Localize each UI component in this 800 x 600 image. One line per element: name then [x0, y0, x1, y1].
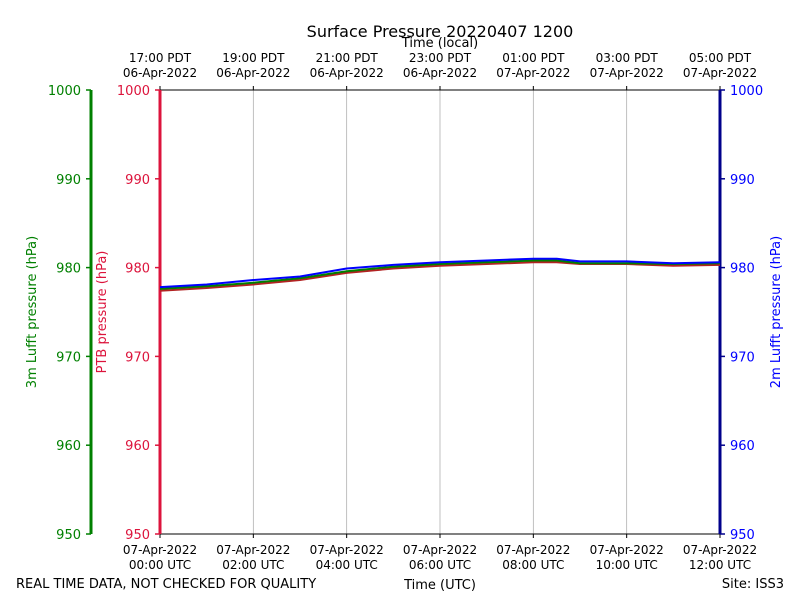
y-axis-left-outer-label: 3m Lufft pressure (hPa) — [25, 236, 40, 388]
x-tick-label-bottom-time: 02:00 UTC — [222, 558, 284, 572]
x-tick-label-bottom-date: 07-Apr-2022 — [310, 543, 384, 557]
x-tick-label-bottom-time: 04:00 UTC — [316, 558, 378, 572]
x-tick-label-bottom-date: 07-Apr-2022 — [496, 543, 570, 557]
x-tick-label-top-time: 23:00 PDT — [409, 51, 472, 65]
chart-title: Surface Pressure 20220407 1200 — [307, 22, 574, 41]
y-tick-label-right: 990 — [730, 173, 755, 188]
series-line-2 — [159, 259, 721, 290]
y-tick-label-left-inner: 950 — [125, 528, 150, 543]
x-tick-label-top-date: 06-Apr-2022 — [310, 66, 384, 80]
x-tick-label-top-date: 07-Apr-2022 — [590, 66, 664, 80]
x-tick-label-bottom-date: 07-Apr-2022 — [590, 543, 664, 557]
x-tick-label-top-time: 01:00 PDT — [502, 51, 565, 65]
x-tick-label-top-time: 05:00 PDT — [689, 51, 752, 65]
y-tick-label-left-outer: 990 — [56, 173, 81, 188]
x-tick-label-top-date: 07-Apr-2022 — [496, 66, 570, 80]
y-tick-label-left-outer: 970 — [56, 350, 81, 365]
x-tick-label-top-time: 21:00 PDT — [316, 51, 379, 65]
x-tick-label-top-date: 06-Apr-2022 — [216, 66, 290, 80]
x-tick-label-bottom-date: 07-Apr-2022 — [683, 543, 757, 557]
y-tick-label-left-outer: 960 — [56, 439, 81, 454]
x-tick-label-bottom-date: 07-Apr-2022 — [403, 543, 477, 557]
series-line-3 — [159, 257, 721, 289]
y-tick-label-right: 950 — [730, 528, 755, 543]
y-tick-label-right: 1000 — [730, 84, 763, 99]
y-tick-label-right: 980 — [730, 262, 755, 277]
x-tick-label-bottom-time: 06:00 UTC — [409, 558, 471, 572]
x-tick-label-top-time: 03:00 PDT — [596, 51, 659, 65]
y-tick-label-left-inner: 970 — [125, 350, 150, 365]
x-tick-label-bottom-time: 10:00 UTC — [596, 558, 658, 572]
footer-site: Site: ISS3 — [722, 577, 784, 592]
x-tick-label-bottom-date: 07-Apr-2022 — [216, 543, 290, 557]
x-tick-label-top-date: 06-Apr-2022 — [403, 66, 477, 80]
footer-quality-note: REAL TIME DATA, NOT CHECKED FOR QUALITY — [16, 577, 316, 592]
x-tick-label-bottom-time: 08:00 UTC — [502, 558, 564, 572]
x-tick-label-top-time: 19:00 PDT — [222, 51, 285, 65]
x-tick-label-bottom-time: 00:00 UTC — [129, 558, 191, 572]
y-tick-label-right: 970 — [730, 350, 755, 365]
y-tick-label-left-inner: 990 — [125, 173, 150, 188]
x-tick-label-bottom-date: 07-Apr-2022 — [123, 543, 197, 557]
y-tick-label-right: 960 — [730, 439, 755, 454]
x-axis-bottom-label: Time (UTC) — [403, 578, 476, 593]
y-tick-label-left-inner: 980 — [125, 262, 150, 277]
y-axis-left-inner-label: PTB pressure (hPa) — [95, 251, 110, 374]
y-tick-label-left-inner: 960 — [125, 439, 150, 454]
y-tick-label-left-outer: 1000 — [48, 84, 81, 99]
x-tick-label-top-date: 06-Apr-2022 — [123, 66, 197, 80]
x-axis-top-label: Time (local) — [401, 36, 478, 51]
y-axis-right-label: 2m Lufft pressure (hPa) — [769, 236, 784, 388]
y-tick-label-left-inner: 1000 — [117, 84, 150, 99]
y-tick-label-left-outer: 950 — [56, 528, 81, 543]
x-tick-label-top-date: 07-Apr-2022 — [683, 66, 757, 80]
x-tick-label-bottom-time: 12:00 UTC — [689, 558, 751, 572]
x-tick-label-top-time: 17:00 PDT — [129, 51, 192, 65]
y-tick-label-left-outer: 980 — [56, 262, 81, 277]
